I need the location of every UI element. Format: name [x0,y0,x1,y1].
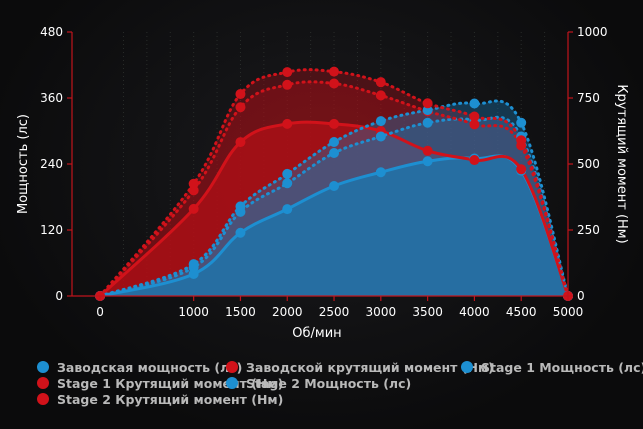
data-point [282,118,293,129]
data-point [235,227,246,238]
data-point [375,90,386,101]
left-axis-title: Мощность (лс) [16,114,31,214]
data-point [188,178,199,189]
legend-item-label[interactable]: Stage 2 Мощность (лс) [246,376,411,391]
x-tick-label: 1500 [225,305,256,319]
series-markers [95,66,573,301]
legend-item-label[interactable]: Stage 1 Мощность (лс) [481,360,643,375]
right-tick-label: 500 [577,157,600,171]
axes [67,31,573,301]
data-point [188,259,199,270]
series-line-3 [98,80,570,298]
legend-marker[interactable] [37,361,49,373]
data-point [375,77,386,88]
data-point [282,67,293,78]
data-point [282,204,293,215]
data-point [516,117,527,128]
left-tick-label: 360 [40,91,63,105]
legend-marker[interactable] [461,361,473,373]
data-point [329,137,340,147]
legend-item-label[interactable]: Заводской крутящий момент (Нм) [246,360,494,375]
series-line-1 [98,120,570,298]
data-point [329,181,340,191]
x-tick-label: 5000 [553,305,584,319]
right-tick-label: 1000 [577,25,608,39]
series-line-5 [98,68,570,298]
data-point [329,66,340,77]
data-point [329,148,340,158]
data-point [282,168,293,179]
series-areas [100,69,568,296]
legend-item-label[interactable]: Заводская мощность (лс) [57,360,242,375]
right-axis-title: Крутящий момент (Нм) [614,84,629,243]
data-point [469,119,480,130]
data-point [516,164,527,175]
data-point [375,167,386,178]
x-tick-label: 2500 [319,305,350,319]
data-point [188,203,199,214]
data-point [469,98,480,109]
legend-item-label[interactable]: Stage 1 Крутящий момент (Нм) [57,376,283,391]
data-point [375,131,386,142]
left-tick-label: 0 [55,289,63,303]
data-point [422,145,433,156]
data-point [235,201,246,212]
data-point [469,155,480,166]
legend[interactable]: Заводская мощность (лс) Заводской крутящи… [37,360,643,407]
tick-labels: 0 120 240 360 480 0 250 500 750 1000 0 1000 1500 2000… [40,25,607,319]
left-tick-label: 120 [40,223,63,237]
legend-marker[interactable] [37,377,49,389]
series-area-0 [100,155,568,296]
data-point [422,117,433,128]
data-point [282,178,293,189]
x-tick-label: 2000 [272,305,303,319]
data-point [516,135,527,146]
right-tick-label: 750 [577,91,600,105]
right-tick-label: 0 [577,289,585,303]
left-tick-label: 480 [40,25,63,39]
data-point [375,116,386,127]
data-point [282,79,293,90]
data-point [235,89,246,100]
data-point [329,118,340,129]
legend-marker[interactable] [37,393,49,405]
legend-item-label[interactable]: Stage 2 Крутящий момент (Нм) [57,392,283,407]
data-point [235,137,246,148]
x-tick-label: 4000 [459,305,490,319]
data-point [329,78,340,89]
x-tick-label: 0 [96,305,104,319]
x-tick-label: 1000 [178,305,209,319]
data-point [469,111,480,122]
legend-marker[interactable] [226,361,238,373]
x-tick-label: 3500 [412,305,443,319]
data-point [422,98,433,109]
x-axis-title: Об/мин [292,326,341,341]
x-tick-label: 4500 [506,305,537,319]
data-point [235,102,246,113]
left-tick-label: 240 [40,157,63,171]
legend-marker[interactable] [226,377,238,389]
right-tick-label: 250 [577,223,600,237]
data-point [422,156,433,167]
x-tick-label: 3000 [366,305,397,319]
